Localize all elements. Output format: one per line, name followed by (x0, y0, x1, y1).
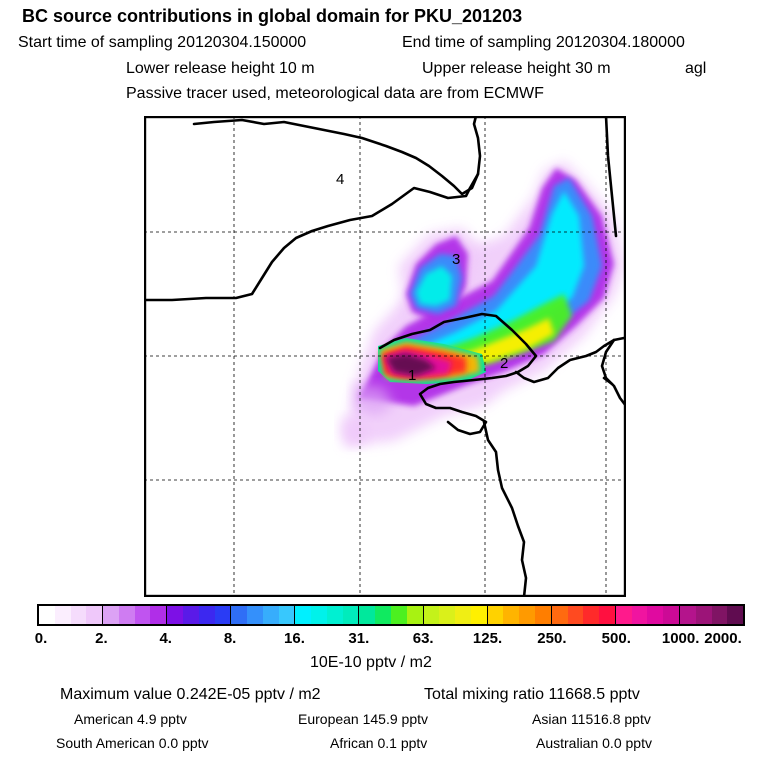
colorbar-swatch (391, 606, 407, 624)
colorbar-swatch (470, 606, 487, 624)
colorbar-segment (678, 606, 744, 624)
region-label-1: 1 (408, 367, 416, 384)
colorbar-swatch (615, 606, 632, 624)
colorbar-swatch (679, 606, 696, 624)
american-contribution: American 4.9 pptv (74, 711, 187, 727)
colorbar-tick-label: 0. (34, 630, 48, 647)
map-panel: 1 2 3 4 (144, 116, 626, 597)
colorbar-swatch (647, 606, 664, 624)
colorbar-swatch (182, 606, 199, 624)
colorbar-swatch (118, 606, 135, 624)
colorbar-tick-label: 125. (472, 630, 503, 647)
colorbar-swatch (599, 606, 615, 624)
total-mixing-ratio: Total mixing ratio 11668.5 pptv (424, 686, 640, 703)
colorbar-tick-label: 16. (284, 630, 305, 647)
colorbar-swatch (311, 606, 327, 624)
colorbar-swatch (519, 606, 535, 624)
end-time-label: End time of sampling 20120304.180000 (402, 34, 685, 51)
colorbar-swatch (439, 606, 456, 624)
colorbar-swatch (103, 606, 119, 624)
colorbar-swatch (39, 606, 55, 624)
lower-release-height: Lower release height 10 m (126, 60, 315, 77)
european-contribution: European 145.9 pptv (298, 711, 428, 727)
height-reference: agl (685, 60, 707, 77)
plot-title: BC source contributions in global domain… (22, 6, 523, 26)
maximum-value: Maximum value 0.242E-05 pptv / m2 (60, 686, 321, 703)
colorbar-segment (230, 606, 295, 624)
region-label-3: 3 (452, 251, 460, 268)
region-label-2: 2 (500, 355, 508, 372)
colorbar-tick-label: 250. (537, 630, 567, 647)
colorbar-segment (550, 606, 615, 624)
colorbar-segment (166, 606, 231, 624)
colorbar-tick-label: 8. (223, 630, 237, 647)
tracer-info: Passive tracer used, meteorological data… (126, 85, 544, 102)
colorbar-swatch (86, 606, 103, 624)
start-time-label: Start time of sampling 20120304.150000 (18, 34, 307, 51)
colorbar-swatch (198, 606, 215, 624)
colorbar-swatch (711, 606, 728, 624)
colorbar-swatch (150, 606, 167, 624)
australian-contribution: Australian 0.0 pptv (536, 735, 652, 751)
colorbar-tick-label: 31. (348, 630, 370, 647)
colorbar (37, 604, 745, 626)
asian-contribution: Asian 11516.8 pptv (532, 711, 651, 727)
region-labels: 1 2 3 4 (336, 171, 508, 384)
colorbar-segment (486, 606, 551, 624)
upper-release-height: Upper release height 30 m (422, 60, 611, 77)
colorbar-swatch (375, 606, 392, 624)
colorbar-swatch (231, 606, 248, 624)
colorbar-segment (614, 606, 679, 624)
colorbar-swatch (359, 606, 376, 624)
colorbar-swatch (567, 606, 584, 624)
colorbar-unit: 10E-10 pptv / m2 (310, 654, 432, 671)
colorbar-swatch (487, 606, 504, 624)
colorbar-tick-label: 2000. (704, 630, 742, 647)
colorbar-swatch (134, 606, 151, 624)
colorbar-swatch (455, 606, 471, 624)
colorbar-swatch (583, 606, 600, 624)
colorbar-segment (358, 606, 423, 624)
colorbar-swatch (326, 606, 343, 624)
colorbar-tick-label: 1000. (661, 630, 700, 647)
colorbar-tick-label: 63. (412, 630, 434, 647)
colorbar-tick-label: 4. (159, 630, 172, 647)
colorbar-swatch (663, 606, 679, 624)
colorbar-swatch (70, 606, 87, 624)
african-contribution: African 0.1 pptv (330, 735, 428, 751)
colorbar-swatch (551, 606, 568, 624)
south-american-contribution: South American 0.0 pptv (56, 735, 209, 751)
colorbar-swatch (695, 606, 712, 624)
colorbar-swatch (247, 606, 263, 624)
colorbar-swatch (214, 606, 231, 624)
colorbar-segment (39, 606, 103, 624)
colorbar-swatch (423, 606, 440, 624)
colorbar-swatch (54, 606, 71, 624)
colorbar-swatch (535, 606, 551, 624)
colorbar-tick-label: 500. (601, 630, 631, 647)
colorbar-segment (294, 606, 359, 624)
colorbar-swatch (262, 606, 279, 624)
colorbar-segment (422, 606, 487, 624)
map-frame (144, 116, 626, 597)
colorbar-swatch (503, 606, 520, 624)
colorbar-swatch (167, 606, 183, 624)
colorbar-swatch (406, 606, 423, 624)
colorbar-swatch (631, 606, 648, 624)
colorbar-tick-label: 2. (95, 630, 108, 647)
colorbar-swatch (727, 606, 744, 624)
colorbar-swatch (295, 606, 312, 624)
colorbar-swatch (342, 606, 359, 624)
colorbar-segment (102, 606, 167, 624)
concentration-field (340, 161, 624, 446)
coastlines-borders (144, 116, 626, 597)
region-label-4: 4 (336, 171, 344, 188)
colorbar-swatch (278, 606, 295, 624)
